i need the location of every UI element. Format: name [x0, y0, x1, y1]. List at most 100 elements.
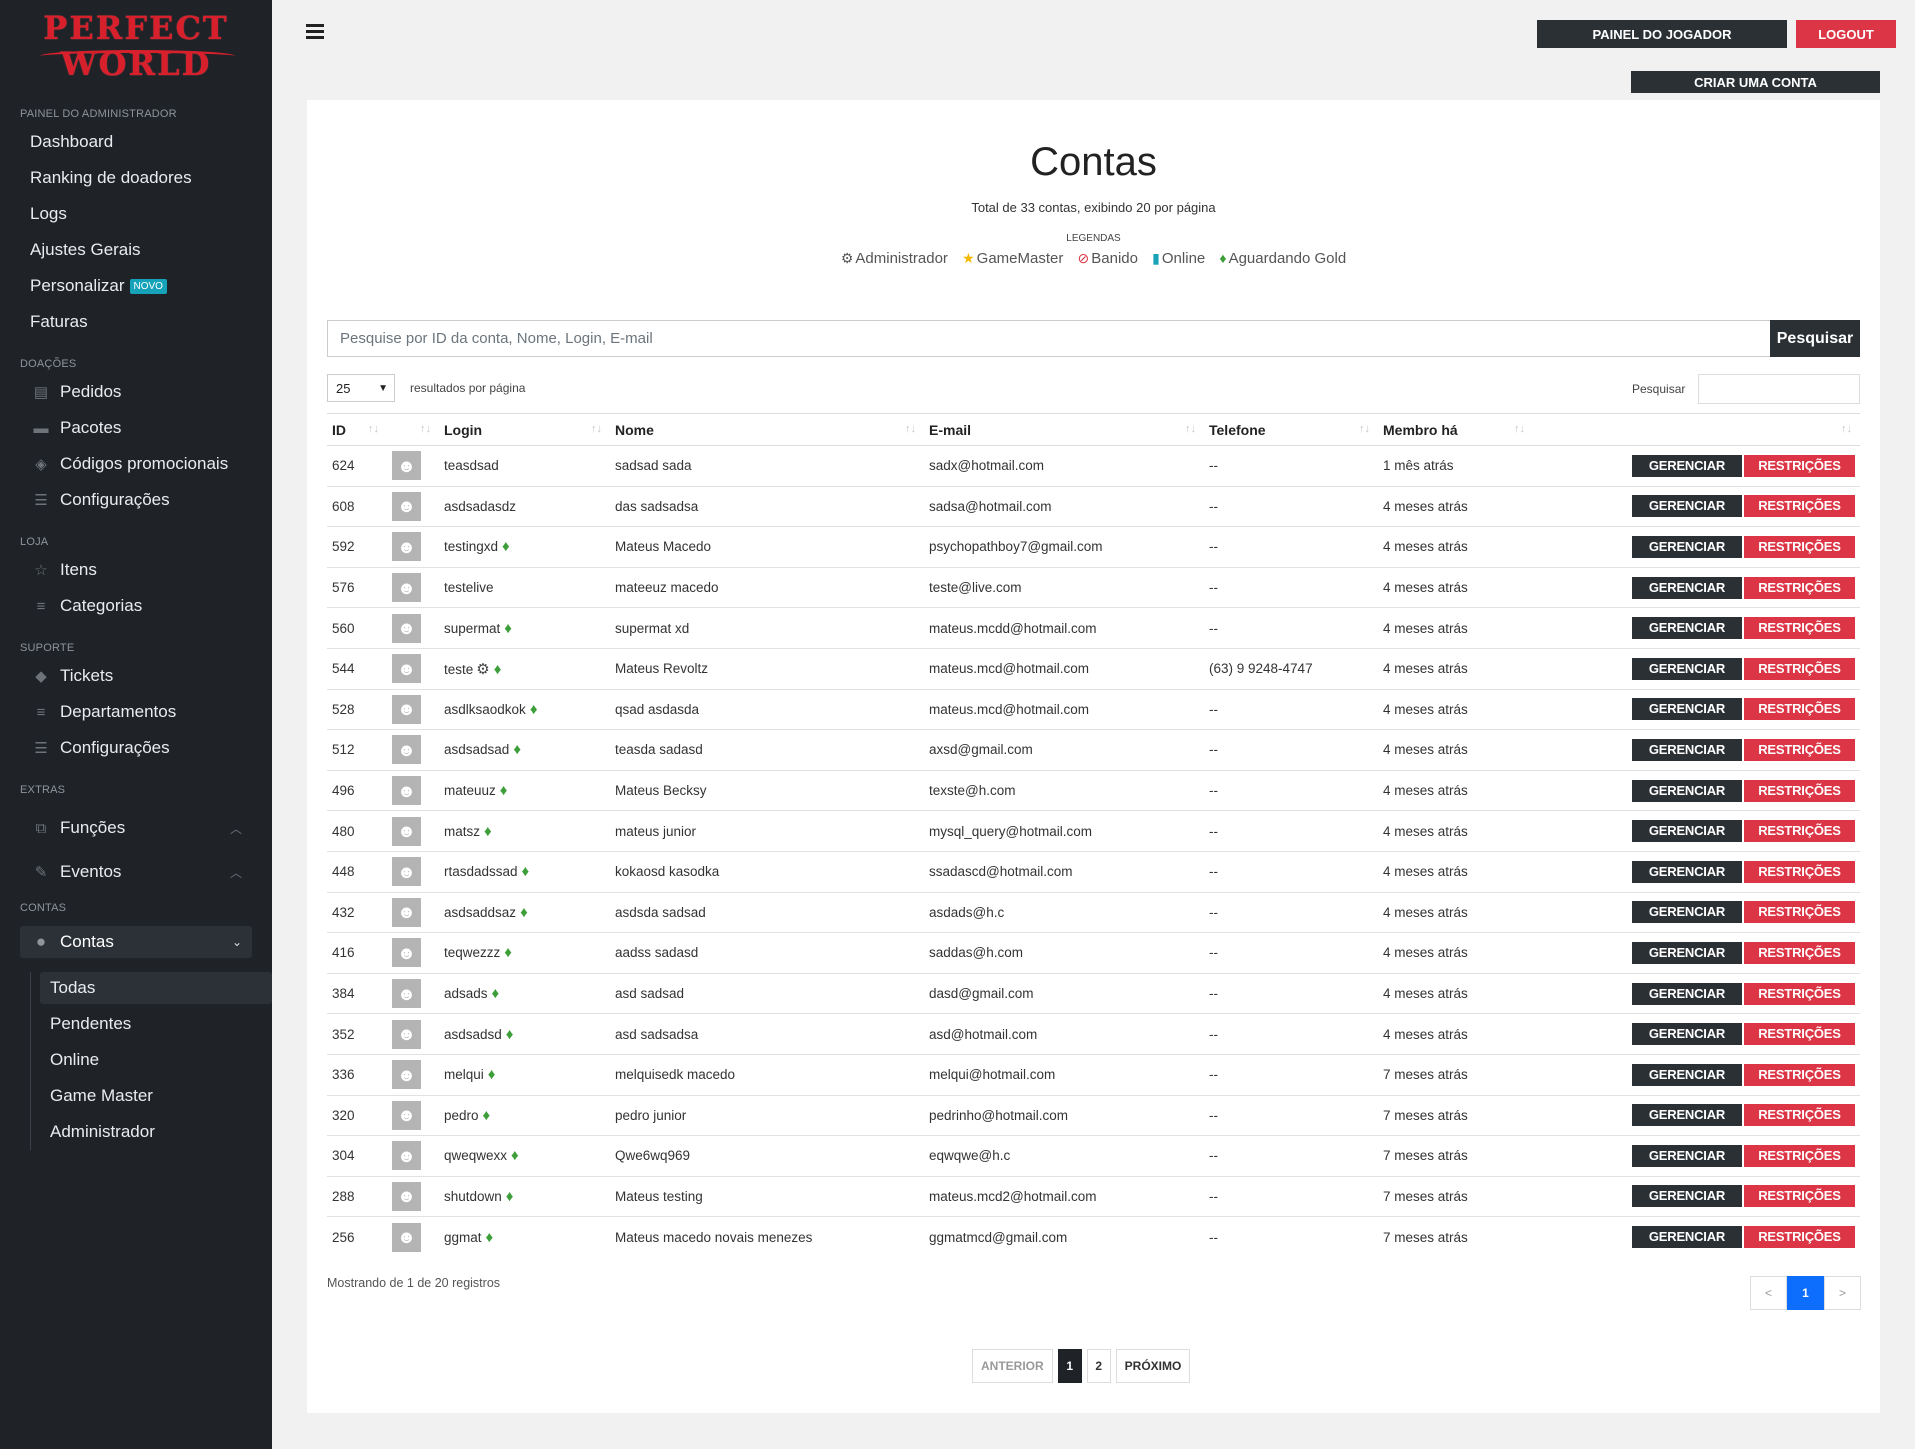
page-length-select[interactable]: 25 ▼	[327, 374, 395, 402]
restrictions-button[interactable]: RESTRIÇÕES	[1744, 860, 1855, 883]
menu-toggle-icon[interactable]	[306, 24, 324, 42]
restrictions-button[interactable]: RESTRIÇÕES	[1744, 535, 1855, 558]
manage-button[interactable]: GERENCIAR	[1632, 982, 1742, 1005]
manage-button[interactable]: GERENCIAR	[1632, 1104, 1742, 1127]
column-telefone[interactable]: Telefone ↑↓	[1204, 413, 1378, 446]
search-input[interactable]	[327, 320, 1770, 357]
avatar: ☻	[392, 1141, 421, 1171]
sidebar-item-itens[interactable]: ☆ Itens	[0, 552, 272, 588]
manage-button[interactable]: GERENCIAR	[1632, 495, 1742, 518]
column-avatar[interactable]: ↑↓	[387, 413, 439, 446]
restrictions-button[interactable]: RESTRIÇÕES	[1744, 617, 1855, 640]
sidebar-item-ajustes[interactable]: Ajustes Gerais	[30, 240, 141, 259]
restrictions-button[interactable]: RESTRIÇÕES	[1744, 1104, 1855, 1127]
cell-nome: Mateus Becksy	[610, 770, 924, 812]
sidebar-item-codigos[interactable]: ◈ Códigos promocionais	[0, 446, 272, 482]
manage-button[interactable]: GERENCIAR	[1632, 820, 1742, 843]
manage-button[interactable]: GERENCIAR	[1632, 1226, 1742, 1249]
sidebar-item-dashboard[interactable]: Dashboard	[30, 132, 114, 151]
sidebar-item-configuracoes-doacoes[interactable]: ☰ Configurações	[0, 482, 272, 518]
manage-button[interactable]: GERENCIAR	[1632, 1023, 1742, 1046]
sidebar-item-funcoes[interactable]: ⧉ Funções ︿	[0, 806, 272, 850]
sidebar-item-tickets[interactable]: ◆ Tickets	[0, 658, 272, 694]
sidebar-item-eventos[interactable]: ✎ Eventos ︿	[0, 850, 272, 894]
restrictions-button[interactable]: RESTRIÇÕES	[1744, 454, 1855, 477]
column-login[interactable]: Login ↑↓	[439, 413, 610, 446]
restrictions-button[interactable]: RESTRIÇÕES	[1744, 779, 1855, 802]
sidebar-item-personalizar[interactable]: Personalizar NOVO	[0, 268, 272, 304]
restrictions-button[interactable]: RESTRIÇÕES	[1744, 1063, 1855, 1086]
restrictions-button[interactable]: RESTRIÇÕES	[1744, 1226, 1855, 1249]
restrictions-button[interactable]: RESTRIÇÕES	[1744, 1023, 1855, 1046]
restrictions-button[interactable]: RESTRIÇÕES	[1744, 941, 1855, 964]
page-1-button[interactable]: 1	[1057, 1349, 1082, 1383]
sidebar-item-faturas[interactable]: Faturas	[30, 312, 88, 331]
manage-button[interactable]: GERENCIAR	[1632, 860, 1742, 883]
prev-page-button[interactable]: <	[1750, 1276, 1787, 1310]
brand-logo[interactable]: PERFECT WORLD	[0, 0, 272, 90]
next-page-button[interactable]: >	[1824, 1276, 1861, 1310]
sidebar-item-departamentos[interactable]: ≡ Departamentos	[0, 694, 272, 730]
table-row: 624 ☻ teasdsad sadsad sada sadx@hotmail.com -…	[327, 445, 1860, 487]
sidebar-item-pendentes[interactable]: Pendentes	[50, 1014, 132, 1033]
money-bag-icon: ♦	[504, 619, 512, 637]
cell-email: saddas@h.com	[924, 932, 1204, 974]
restrictions-button[interactable]: RESTRIÇÕES	[1744, 1185, 1855, 1208]
manage-button[interactable]: GERENCIAR	[1632, 576, 1742, 599]
restrictions-button[interactable]: RESTRIÇÕES	[1744, 576, 1855, 599]
sidebar-item-pacotes[interactable]: ▬ Pacotes	[0, 410, 272, 446]
star-icon: ★	[962, 250, 975, 266]
search-button[interactable]: Pesquisar	[1770, 320, 1860, 357]
next-button[interactable]: PRÓXIMO	[1115, 1349, 1191, 1383]
column-id[interactable]: ID ↑↓	[327, 413, 387, 446]
restrictions-button[interactable]: RESTRIÇÕES	[1744, 820, 1855, 843]
column-membro[interactable]: Membro há ↑↓	[1378, 413, 1533, 446]
table-filter-input[interactable]	[1698, 374, 1860, 404]
logout-button[interactable]: LOGOUT	[1796, 20, 1896, 48]
sidebar-item-configuracoes-suporte[interactable]: ☰ Configurações	[0, 730, 272, 766]
manage-button[interactable]: GERENCIAR	[1632, 1144, 1742, 1167]
manage-button[interactable]: GERENCIAR	[1632, 901, 1742, 924]
manage-button[interactable]: GERENCIAR	[1632, 698, 1742, 721]
sidebar-item-pedidos[interactable]: ▤ Pedidos	[0, 374, 272, 410]
login-text: testelive	[444, 580, 494, 596]
sidebar-item-administrador[interactable]: Administrador	[50, 1122, 155, 1141]
sidebar-item-logs[interactable]: Logs	[30, 204, 67, 223]
restrictions-button[interactable]: RESTRIÇÕES	[1744, 738, 1855, 761]
player-panel-button[interactable]: PAINEL DO JOGADOR	[1537, 20, 1787, 48]
manage-button[interactable]: GERENCIAR	[1632, 617, 1742, 640]
sidebar-group-contas[interactable]: ● Contas ⌄	[20, 926, 252, 958]
manage-button[interactable]: GERENCIAR	[1632, 1063, 1742, 1086]
restrictions-button[interactable]: RESTRIÇÕES	[1744, 657, 1855, 680]
sidebar-item-ranking[interactable]: Ranking de doadores	[30, 168, 192, 187]
restrictions-button[interactable]: RESTRIÇÕES	[1744, 982, 1855, 1005]
restrictions-button[interactable]: RESTRIÇÕES	[1744, 495, 1855, 518]
sidebar-item-categorias[interactable]: ≡ Categorias	[0, 588, 272, 624]
manage-button[interactable]: GERENCIAR	[1632, 941, 1742, 964]
restrictions-button[interactable]: RESTRIÇÕES	[1744, 698, 1855, 721]
create-account-button[interactable]: CRIAR UMA CONTA	[1631, 71, 1880, 93]
page-button-current[interactable]: 1	[1787, 1276, 1824, 1310]
sidebar-item-todas[interactable]: Todas	[40, 972, 272, 1004]
column-actions[interactable]: ↑↓	[1533, 413, 1860, 446]
manage-button[interactable]: GERENCIAR	[1632, 1185, 1742, 1208]
column-nome[interactable]: Nome ↑↓	[610, 413, 924, 446]
column-email[interactable]: E-mail ↑↓	[924, 413, 1204, 446]
cell-avatar: ☻	[387, 973, 439, 1015]
manage-button[interactable]: GERENCIAR	[1632, 454, 1742, 477]
login-text: melqui	[444, 1067, 484, 1083]
previous-button[interactable]: ANTERIOR	[972, 1349, 1053, 1383]
restrictions-button[interactable]: RESTRIÇÕES	[1744, 901, 1855, 924]
manage-button[interactable]: GERENCIAR	[1632, 535, 1742, 558]
page-2-button[interactable]: 2	[1086, 1349, 1111, 1383]
sidebar-item-online[interactable]: Online	[50, 1050, 100, 1069]
cell-avatar: ☻	[387, 1013, 439, 1055]
smiley-icon: ☻	[397, 1186, 416, 1207]
restrictions-button[interactable]: RESTRIÇÕES	[1744, 1144, 1855, 1167]
cell-avatar: ☻	[387, 648, 439, 690]
sidebar-item-game-master[interactable]: Game Master	[50, 1086, 153, 1105]
manage-button[interactable]: GERENCIAR	[1632, 657, 1742, 680]
manage-button[interactable]: GERENCIAR	[1632, 779, 1742, 802]
manage-button[interactable]: GERENCIAR	[1632, 738, 1742, 761]
cell-actions: GERENCIAR RESTRIÇÕES	[1533, 810, 1860, 852]
